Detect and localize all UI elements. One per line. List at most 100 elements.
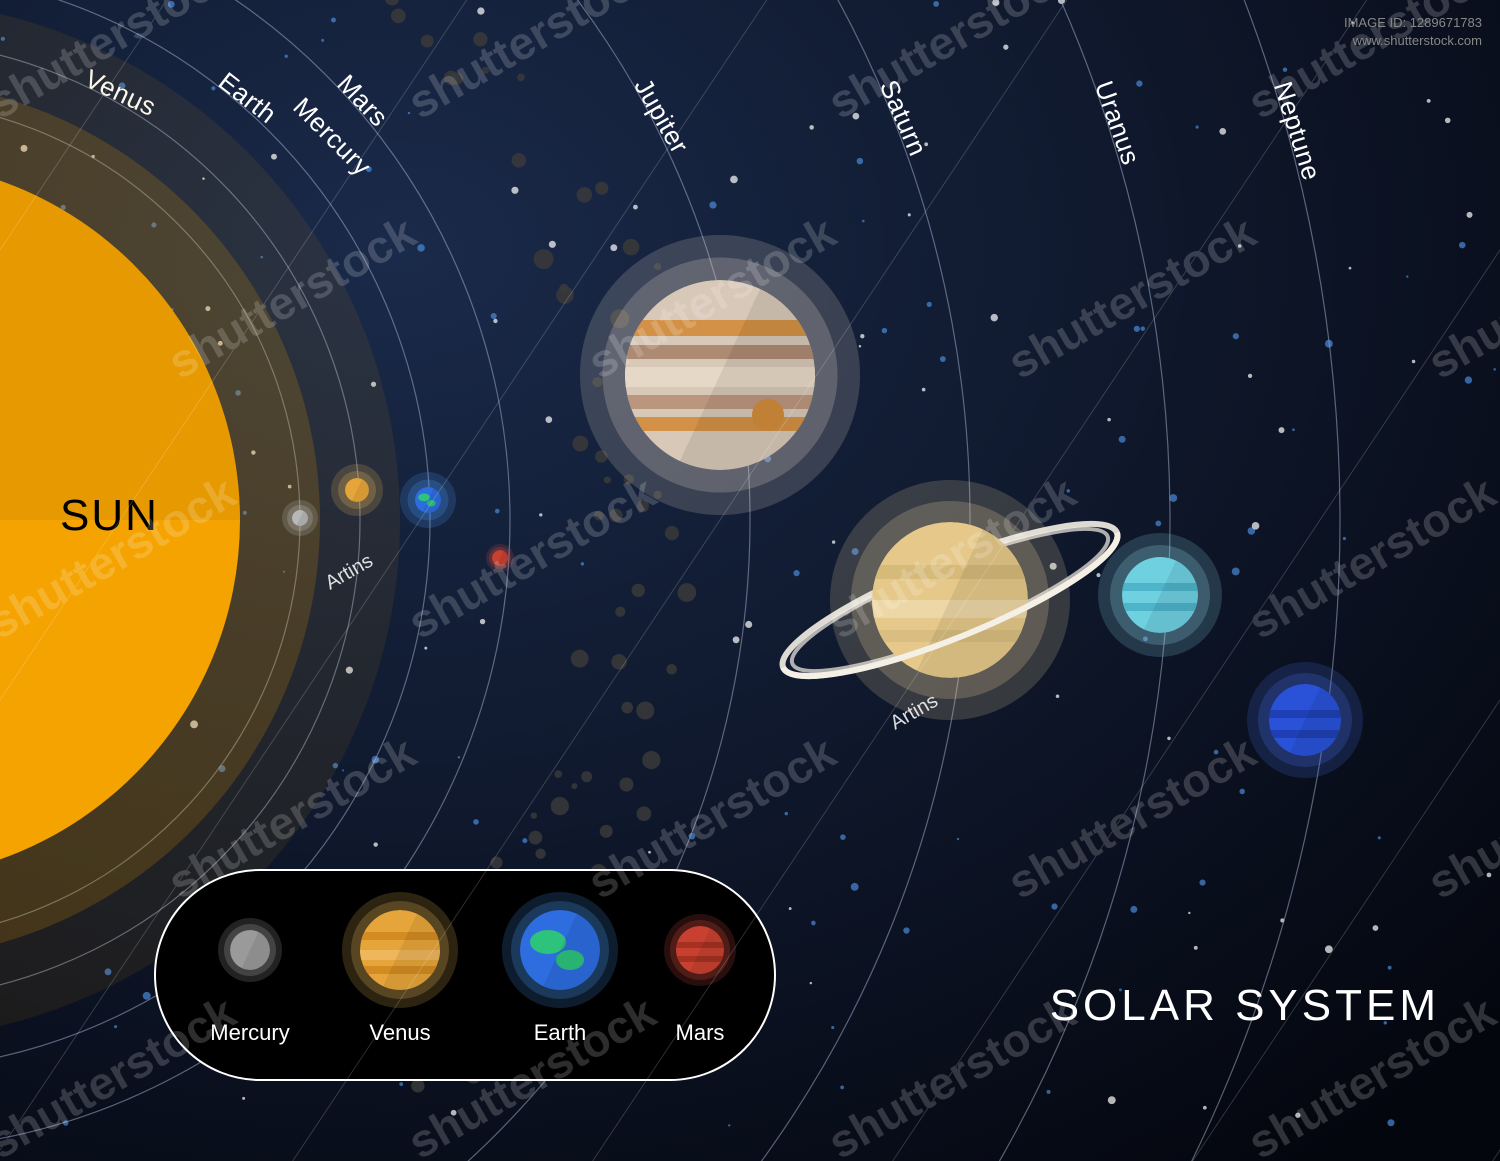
star (793, 570, 799, 576)
star (1493, 368, 1496, 371)
asteroid (551, 797, 569, 815)
star (1056, 695, 1060, 699)
star (610, 244, 617, 251)
star (831, 1026, 834, 1029)
star (491, 313, 497, 319)
star (1373, 925, 1379, 931)
asteroid (642, 751, 660, 769)
star (745, 621, 752, 628)
star (493, 319, 497, 323)
planet-neptune (1247, 662, 1363, 778)
star (1196, 126, 1199, 129)
diagram-title: SOLAR SYSTEM (1050, 981, 1440, 1030)
asteroid (637, 806, 652, 821)
star (1167, 737, 1170, 740)
asteroid (531, 812, 537, 818)
star (730, 176, 738, 184)
star (1467, 212, 1473, 218)
star (458, 756, 460, 758)
star (511, 187, 518, 194)
star (581, 562, 584, 565)
star (728, 1124, 730, 1126)
star (1141, 326, 1146, 331)
star (1387, 1119, 1394, 1126)
star (539, 513, 542, 516)
star (1134, 326, 1140, 332)
asteroid (411, 1079, 424, 1092)
asteroid (571, 650, 589, 668)
star (1343, 537, 1346, 540)
star (840, 1086, 844, 1090)
star (1003, 44, 1008, 49)
asteroid (559, 284, 568, 293)
stock-image-id: IMAGE ID: 1289671783 www.shutterstock.co… (1344, 14, 1482, 50)
star (1445, 118, 1451, 124)
star (922, 388, 926, 392)
asteroid (535, 849, 545, 859)
star (633, 205, 638, 210)
star (859, 345, 862, 348)
star (1047, 1090, 1051, 1094)
star (1096, 573, 1100, 577)
star (709, 201, 716, 208)
star (1459, 242, 1466, 249)
star (1194, 946, 1198, 950)
planet-earth (400, 472, 456, 528)
star (285, 55, 288, 58)
diagram-svg: MercuryVenusEarthMarsJupiterSaturnUranus… (0, 0, 1500, 1161)
star (957, 838, 959, 840)
star (1388, 966, 1392, 970)
star (908, 213, 911, 216)
star (1199, 879, 1205, 885)
asteroid (554, 770, 562, 778)
planet-inset-venus (342, 892, 458, 1008)
star (1232, 567, 1240, 575)
star (1406, 275, 1408, 277)
asteroid (632, 584, 645, 597)
asteroid (615, 607, 625, 617)
inset-label-mars: Mars (676, 1020, 725, 1045)
asteroid (611, 654, 627, 670)
star (789, 907, 792, 910)
star (810, 982, 812, 984)
star (840, 834, 846, 840)
star (940, 356, 946, 362)
star (271, 154, 277, 160)
asteroid (621, 702, 633, 714)
planet-mercury (282, 500, 318, 536)
asteroid (490, 857, 502, 869)
star (832, 540, 835, 543)
star (809, 125, 814, 130)
star (1239, 789, 1245, 795)
star (882, 328, 887, 333)
star (143, 992, 151, 1000)
asteroid (623, 239, 640, 256)
planet-uranus (1098, 533, 1222, 657)
star (733, 636, 740, 643)
asteroid (595, 182, 608, 195)
star (1136, 80, 1142, 86)
star (1233, 333, 1239, 339)
asteroid (512, 153, 527, 168)
asteroid (577, 187, 593, 203)
asteroid (666, 664, 677, 675)
star (991, 314, 998, 321)
star (321, 39, 324, 42)
star (1465, 376, 1472, 383)
star (408, 112, 410, 114)
star (811, 921, 816, 926)
star (1252, 522, 1260, 530)
star (1107, 418, 1111, 422)
star (1412, 360, 1415, 363)
asteroid (636, 701, 654, 719)
star (1108, 1096, 1116, 1104)
star (1119, 436, 1126, 443)
star (1203, 1106, 1207, 1110)
star (857, 158, 863, 164)
star (1130, 906, 1137, 913)
star (1169, 494, 1177, 502)
asteroid (665, 526, 679, 540)
star (373, 842, 377, 846)
star (903, 927, 909, 933)
star (522, 838, 527, 843)
